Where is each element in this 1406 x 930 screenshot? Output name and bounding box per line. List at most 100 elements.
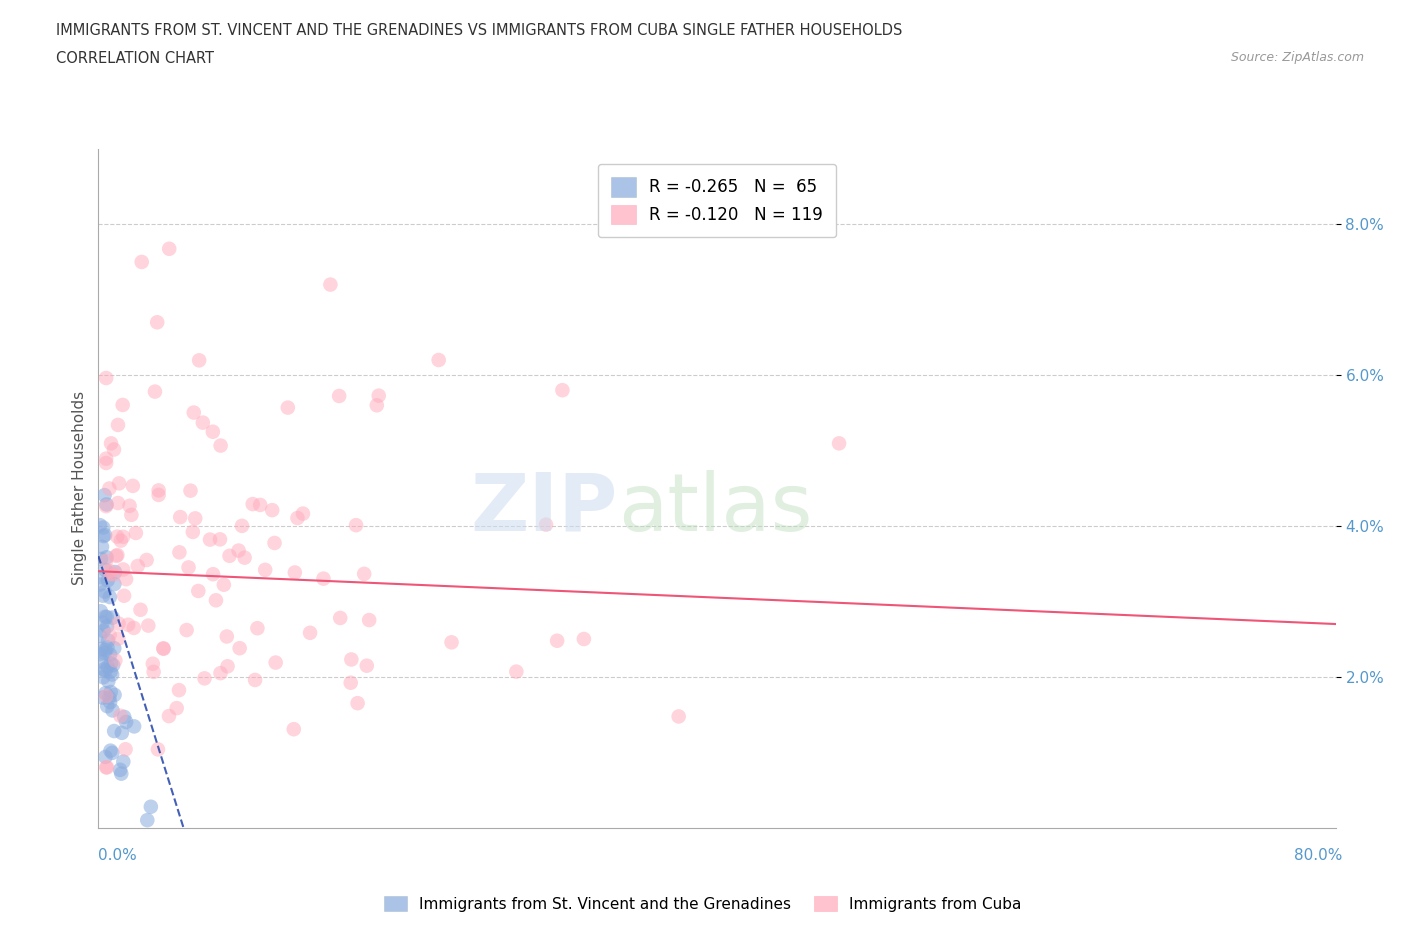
Point [96, 688, 118, 703]
Point [142, 657, 165, 671]
Point [111, 725, 134, 740]
Point [505, 664, 527, 679]
Point [112, 529, 135, 544]
Point [299, 625, 322, 640]
Point [122, 620, 145, 635]
Point [89, 518, 111, 533]
Point [120, 508, 142, 523]
Point [340, 652, 363, 667]
Point [243, 672, 266, 687]
Point [91, 616, 114, 631]
Point [353, 566, 375, 581]
Point [188, 352, 211, 367]
Point [129, 603, 152, 618]
Point [148, 483, 170, 498]
Point [96, 451, 118, 466]
Point [96, 609, 118, 624]
Point [103, 641, 125, 656]
Point [96, 498, 118, 513]
Point [94, 563, 117, 578]
Point [198, 532, 221, 547]
Point [157, 709, 180, 724]
Point [121, 478, 143, 493]
Point [228, 543, 250, 558]
Point [152, 642, 174, 657]
Point [312, 571, 335, 586]
Legend: R = -0.265   N =  65, R = -0.120   N = 119: R = -0.265 N = 65, R = -0.120 N = 119 [598, 164, 837, 237]
Point [112, 589, 135, 604]
Point [91, 655, 114, 670]
Point [98, 566, 121, 581]
Point [152, 641, 174, 656]
Point [367, 388, 389, 403]
Point [90, 642, 112, 657]
Point [328, 389, 350, 404]
Point [94, 664, 117, 679]
Point [90, 604, 112, 618]
Point [193, 671, 215, 685]
Point [100, 684, 122, 699]
Text: 0.0%: 0.0% [98, 848, 138, 863]
Point [96, 370, 118, 385]
Point [427, 352, 450, 367]
Point [187, 583, 209, 598]
Point [125, 525, 148, 540]
Point [242, 497, 264, 512]
Point [228, 641, 250, 656]
Point [94, 645, 117, 660]
Point [107, 616, 129, 631]
Point [339, 675, 361, 690]
Point [104, 653, 127, 668]
Point [212, 578, 235, 592]
Point [157, 242, 180, 257]
Point [96, 553, 118, 568]
Point [110, 766, 132, 781]
Point [107, 631, 129, 646]
Point [100, 656, 122, 671]
Point [89, 646, 111, 661]
Point [572, 631, 595, 646]
Point [231, 518, 253, 533]
Text: IMMIGRANTS FROM ST. VINCENT AND THE GRENADINES VS IMMIGRANTS FROM CUBA SINGLE FA: IMMIGRANTS FROM ST. VINCENT AND THE GREN… [56, 23, 903, 38]
Point [344, 518, 367, 533]
Point [359, 613, 381, 628]
Point [146, 315, 169, 330]
Point [131, 255, 153, 270]
Point [249, 498, 271, 512]
Point [98, 647, 121, 662]
Point [93, 584, 115, 599]
Point [201, 424, 224, 439]
Point [91, 588, 114, 603]
Point [551, 383, 574, 398]
Point [101, 703, 124, 718]
Point [103, 442, 125, 457]
Point [98, 628, 121, 643]
Point [98, 590, 121, 604]
Point [100, 664, 122, 679]
Point [96, 550, 118, 565]
Point [440, 635, 463, 650]
Point [346, 696, 368, 711]
Point [91, 520, 114, 535]
Point [177, 560, 200, 575]
Point [110, 533, 132, 548]
Point [319, 277, 342, 292]
Point [107, 418, 129, 432]
Point [94, 609, 117, 624]
Point [205, 592, 228, 607]
Point [167, 683, 190, 698]
Point [135, 552, 157, 567]
Point [139, 799, 162, 814]
Text: Source: ZipAtlas.com: Source: ZipAtlas.com [1230, 51, 1364, 64]
Point [91, 690, 114, 705]
Point [93, 662, 115, 677]
Point [100, 743, 122, 758]
Point [93, 487, 115, 502]
Point [264, 655, 287, 670]
Point [96, 760, 118, 775]
Point [828, 436, 851, 451]
Point [181, 525, 204, 539]
Point [291, 506, 314, 521]
Point [262, 503, 284, 518]
Point [136, 813, 159, 828]
